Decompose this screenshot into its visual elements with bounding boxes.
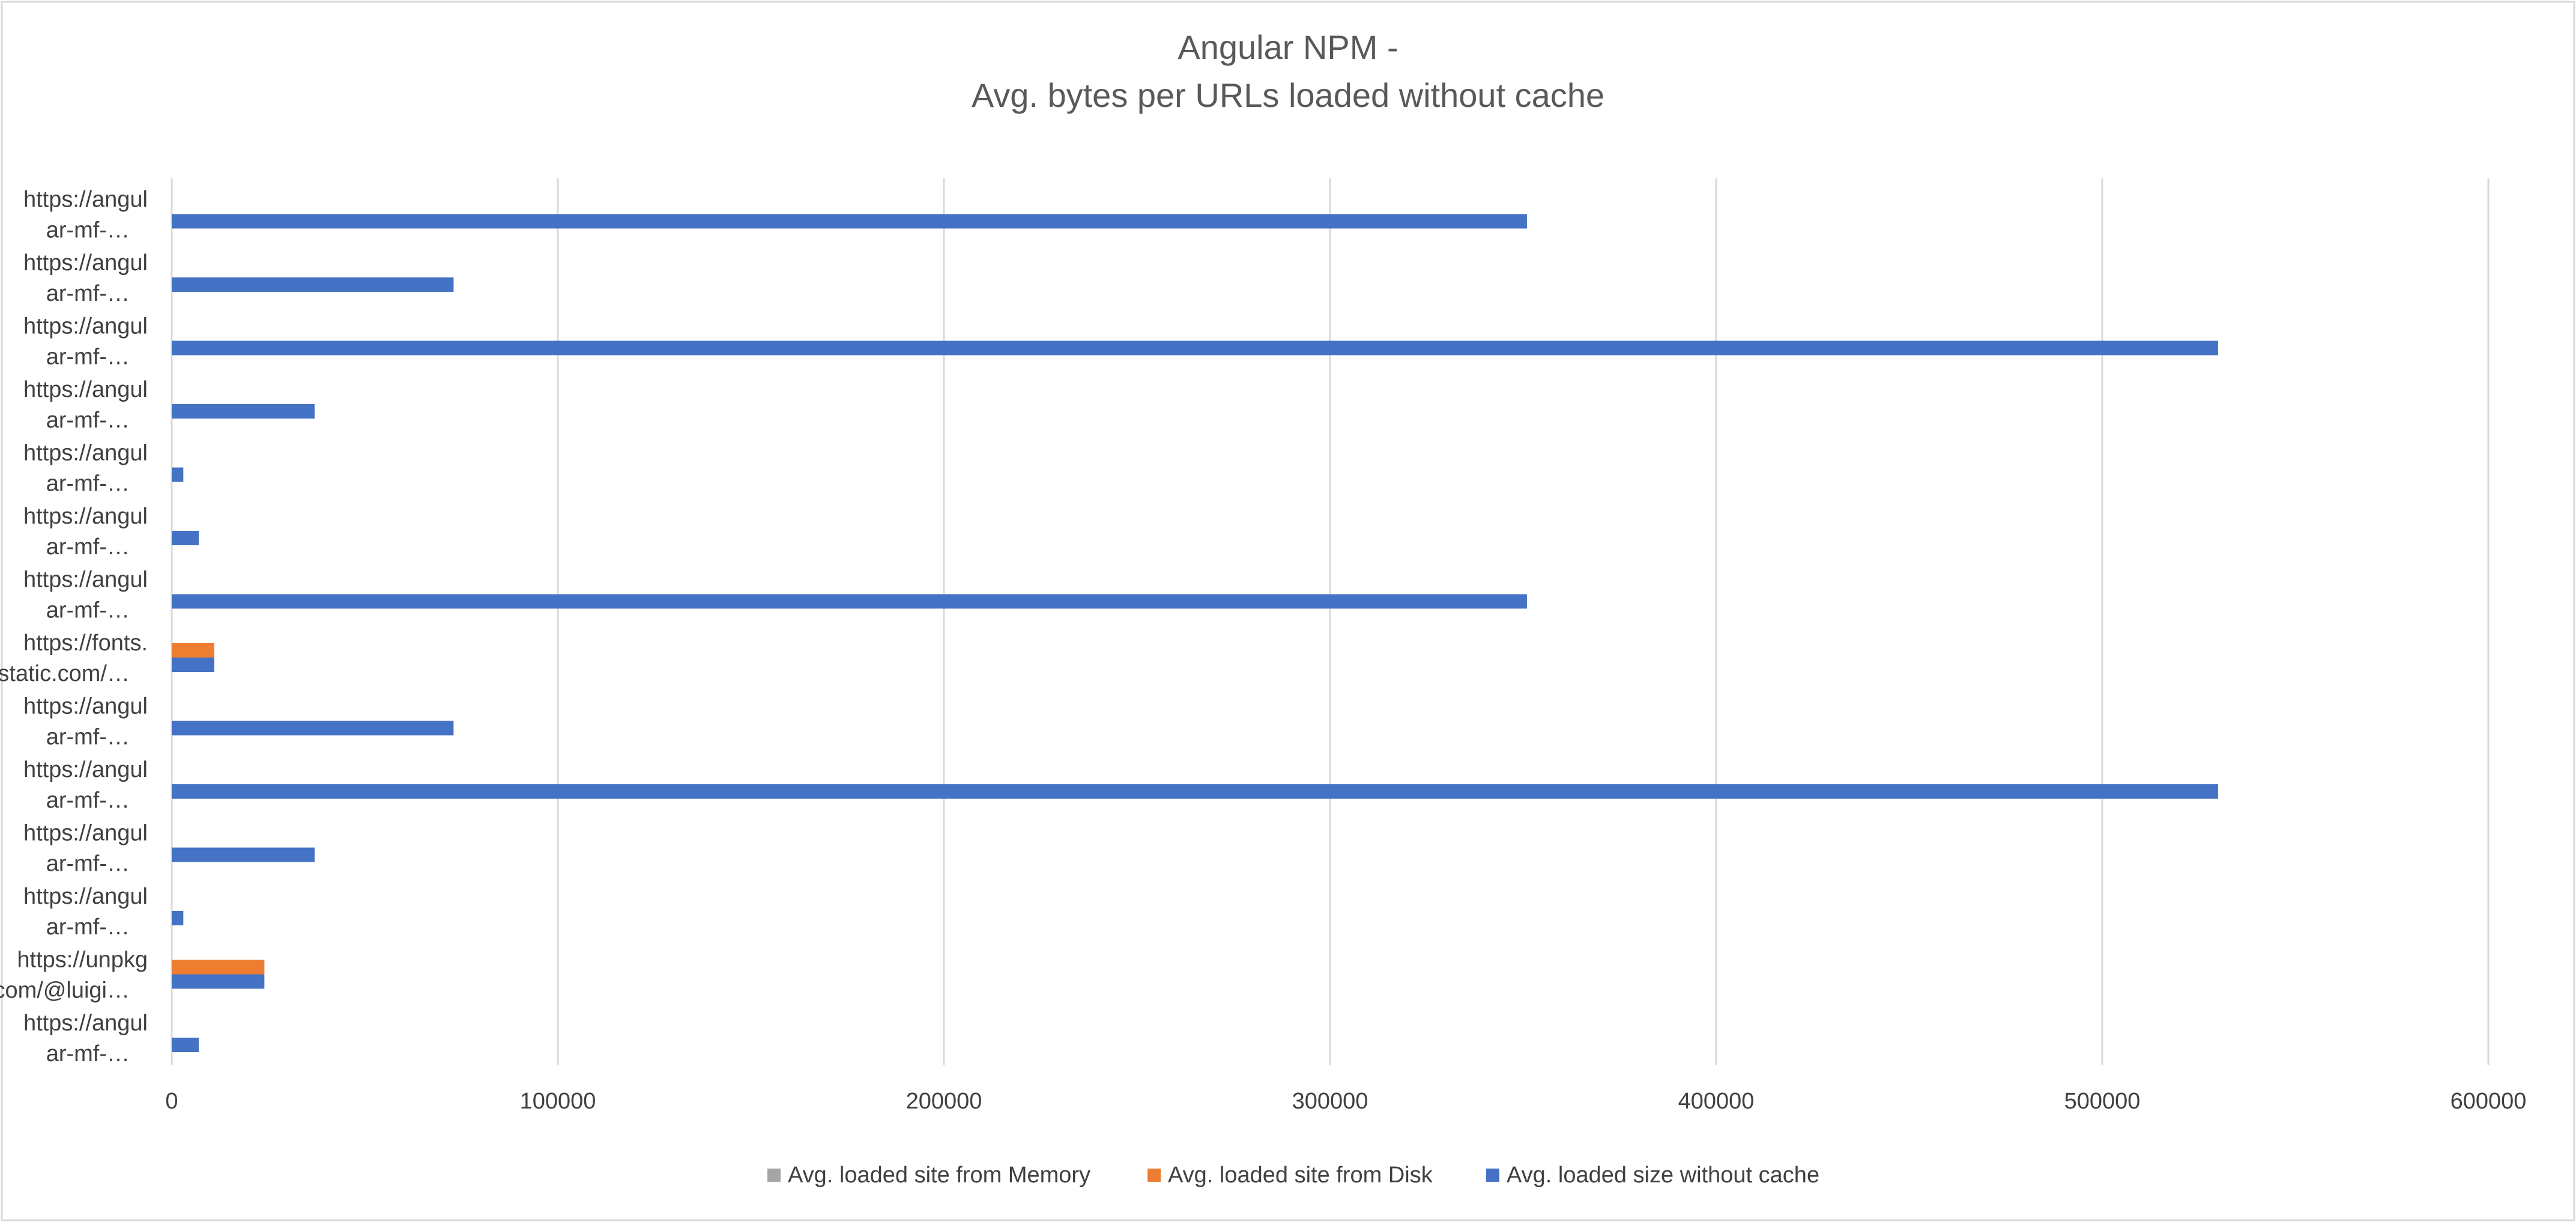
- legend-swatch: [1147, 1169, 1161, 1182]
- category-label-9: https://angul ar-mf-…: [23, 757, 148, 813]
- category-label-11: https://angul ar-mf-…: [23, 884, 148, 940]
- bar-without-cache-0: [172, 214, 1527, 229]
- category-label-2: https://angul ar-mf-…: [23, 314, 148, 370]
- x-tick-label-6: 600000: [2451, 1089, 2527, 1114]
- category-label-line2: ar-mf-…: [46, 1041, 130, 1066]
- x-tick-label-1: 100000: [520, 1089, 596, 1114]
- category-label-line2: ar-mf-…: [46, 471, 130, 497]
- bar-without-cache-12: [172, 974, 265, 989]
- bar-without-cache-10: [172, 847, 315, 862]
- category-label-12: https://unpkg .com/@luigi…: [0, 948, 148, 1003]
- bar-without-cache-3: [172, 404, 315, 419]
- category-label-5: https://angul ar-mf-…: [23, 504, 148, 560]
- category-label-line1: https://angul: [23, 441, 148, 466]
- bar-without-cache-5: [172, 531, 199, 545]
- category-label-line2: ar-mf-…: [46, 598, 130, 623]
- category-label-line2: ar-mf-…: [46, 915, 130, 940]
- category-label-line2: ar-mf-…: [46, 788, 130, 813]
- category-label-line1: https://angul: [23, 1011, 148, 1036]
- bar-without-cache-8: [172, 721, 454, 736]
- category-label-13: https://angul ar-mf-…: [23, 1011, 148, 1066]
- chart-title-line-2: Avg. bytes per URLs loaded without cache: [972, 76, 1604, 114]
- category-label-line1: https://angul: [23, 694, 148, 719]
- category-label-line2: ar-mf-…: [46, 851, 130, 877]
- category-label-line2: gstatic.com/…: [0, 661, 130, 686]
- chart-title-line-1: Angular NPM -: [1178, 28, 1398, 66]
- category-label-6: https://angul ar-mf-…: [23, 567, 148, 623]
- category-label-line1: https://angul: [23, 884, 148, 909]
- category-label-line1: https://angul: [23, 821, 148, 846]
- category-label-line1: https://unpkg: [17, 948, 148, 973]
- legend-entry-0: Avg. loaded site from Memory: [767, 1163, 1090, 1188]
- category-label-3: https://angul ar-mf-…: [23, 377, 148, 433]
- bar-without-cache-6: [172, 594, 1527, 609]
- legend-label: Avg. loaded site from Memory: [788, 1163, 1090, 1188]
- category-label-line2: ar-mf-…: [46, 534, 130, 560]
- x-tick-label-2: 200000: [906, 1089, 982, 1114]
- category-label-line1: https://angul: [23, 250, 148, 276]
- category-label-line2: ar-mf-…: [46, 408, 130, 433]
- category-label-4: https://angul ar-mf-…: [23, 441, 148, 497]
- legend-entry-1: Avg. loaded site from Disk: [1147, 1163, 1433, 1188]
- category-label-line2: ar-mf-…: [46, 725, 130, 750]
- x-tick-label-4: 400000: [1678, 1089, 1755, 1114]
- category-label-line1: https://fonts.: [23, 631, 148, 656]
- category-label-10: https://angul ar-mf-…: [23, 821, 148, 877]
- category-label-8: https://angul ar-mf-…: [23, 694, 148, 750]
- bar-without-cache-13: [172, 1038, 199, 1052]
- category-label-1: https://angul ar-mf-…: [23, 250, 148, 306]
- category-label-line2: .com/@luigi…: [0, 978, 130, 1003]
- category-label-line2: ar-mf-…: [46, 281, 130, 306]
- category-label-line1: https://angul: [23, 567, 148, 593]
- x-tick-label-3: 300000: [1292, 1089, 1368, 1114]
- category-labels: https://angul ar-mf-… https://angul ar-mf-……: [0, 187, 148, 1067]
- category-label-7: https://fonts. gstatic.com/…: [0, 631, 148, 686]
- bar-without-cache-7: [172, 658, 214, 672]
- legend-label: Avg. loaded size without cache: [1507, 1163, 1819, 1188]
- legend: Avg. loaded site from Memory Avg. loaded …: [767, 1163, 1819, 1188]
- x-tick-label-0: 0: [165, 1089, 178, 1114]
- legend-entry-2: Avg. loaded size without cache: [1486, 1163, 1819, 1188]
- category-label-line1: https://angul: [23, 377, 148, 402]
- category-label-line1: https://angul: [23, 504, 148, 529]
- category-label-line2: ar-mf-…: [46, 218, 130, 243]
- bar-without-cache-4: [172, 467, 184, 482]
- bars: [172, 214, 2218, 1052]
- x-tick-labels: 0 100000 200000 300000 400000 500000 600000: [165, 1089, 2526, 1114]
- category-label-line2: ar-mf-…: [46, 345, 130, 370]
- x-tick-label-5: 500000: [2064, 1089, 2141, 1114]
- category-label-line1: https://angul: [23, 314, 148, 339]
- legend-label: Avg. loaded site from Disk: [1168, 1163, 1433, 1188]
- category-label-line1: https://angul: [23, 757, 148, 782]
- gridlines: [171, 178, 2490, 1065]
- bar-without-cache-1: [172, 277, 454, 292]
- bar-without-cache-9: [172, 784, 2218, 799]
- legend-swatch: [1486, 1169, 1499, 1182]
- bar-without-cache-2: [172, 340, 2218, 355]
- bar-disk-12: [172, 960, 265, 975]
- bar-without-cache-11: [172, 911, 184, 925]
- category-label-line1: https://angul: [23, 187, 148, 213]
- legend-swatch: [767, 1169, 781, 1182]
- category-label-0: https://angul ar-mf-…: [23, 187, 148, 243]
- bar-disk-7: [172, 643, 214, 658]
- chart-title: Angular NPM - Avg. bytes per URLs loaded …: [972, 28, 1604, 114]
